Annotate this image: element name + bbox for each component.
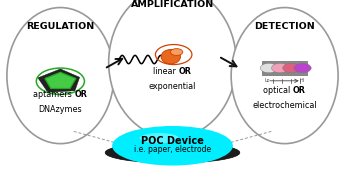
Text: aptamers: aptamers — [33, 90, 75, 99]
Text: optical: optical — [263, 86, 293, 95]
Text: OR: OR — [293, 86, 306, 95]
Text: OR: OR — [179, 67, 191, 76]
Text: POC Device: POC Device — [141, 136, 204, 146]
Circle shape — [283, 63, 300, 73]
Circle shape — [170, 49, 183, 55]
Ellipse shape — [112, 126, 233, 166]
Ellipse shape — [7, 8, 114, 144]
Text: DNAzymes: DNAzymes — [39, 105, 82, 114]
Ellipse shape — [140, 133, 179, 143]
Polygon shape — [38, 69, 80, 92]
Text: OR: OR — [75, 90, 87, 99]
Ellipse shape — [231, 8, 338, 144]
Text: DETECTION: DETECTION — [254, 22, 315, 31]
Circle shape — [294, 63, 311, 73]
Text: REGULATION: REGULATION — [26, 22, 95, 31]
Text: AMPLIFICATION: AMPLIFICATION — [131, 0, 214, 9]
Ellipse shape — [133, 137, 181, 152]
Polygon shape — [45, 72, 76, 88]
Bar — [92, 153, 253, 189]
Circle shape — [272, 63, 289, 73]
Text: linear: linear — [154, 67, 179, 76]
Ellipse shape — [112, 127, 233, 178]
Text: Lo: Lo — [264, 78, 270, 83]
Ellipse shape — [109, 0, 236, 138]
Ellipse shape — [102, 160, 243, 172]
Text: i.e. paper, electrode: i.e. paper, electrode — [134, 145, 211, 154]
Ellipse shape — [161, 50, 180, 64]
Ellipse shape — [105, 142, 240, 163]
Circle shape — [260, 63, 277, 73]
Bar — [262, 61, 307, 75]
Text: exponential: exponential — [149, 82, 196, 91]
Text: Hi: Hi — [300, 78, 305, 83]
Text: electrochemical: electrochemical — [252, 101, 317, 110]
